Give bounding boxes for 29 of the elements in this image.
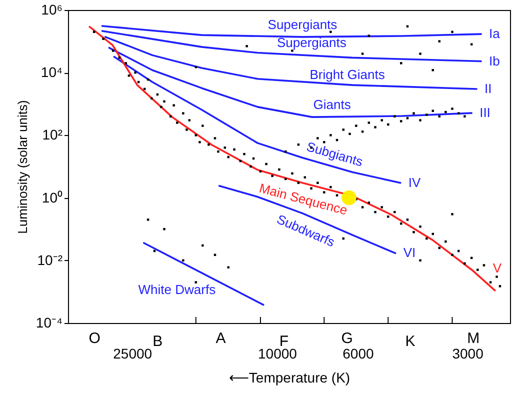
series-label: Supergiants [268, 16, 338, 32]
y-tick-label: 10⁻² [37, 252, 63, 268]
series-label: Giants [313, 97, 352, 112]
annotation: Ib [489, 53, 500, 68]
annotation: III [480, 105, 490, 120]
text: O [88, 330, 100, 347]
text: B [152, 333, 163, 350]
series-label: Bright Giants [310, 67, 386, 82]
y-tick-label: 10⁴ [40, 64, 62, 80]
x-axis-title: ⟵Temperature (K) [228, 370, 350, 386]
text: G [341, 330, 353, 347]
x-tick-label: 25000 [113, 346, 152, 362]
series-label: Supergiants [276, 34, 347, 50]
text: K [405, 333, 416, 350]
annotation: IV [408, 174, 422, 190]
annotation: VI [403, 245, 416, 260]
text: A [216, 330, 226, 347]
series-label: White Dwarfs [138, 282, 216, 297]
x-tick-label: 3000 [452, 346, 484, 362]
y-tick-label: 10⁰ [42, 189, 62, 206]
y-tick-label: 10⁻⁴ [36, 314, 62, 330]
annotation: Ia [489, 26, 501, 42]
annotation: V [492, 260, 502, 276]
x-tick-label: 6000 [342, 346, 374, 362]
y-tick-label: 10² [42, 126, 63, 143]
text: M [467, 330, 480, 347]
y-axis-title: Luminosity (solar units) [14, 100, 30, 234]
annotation: II [484, 80, 492, 96]
y-tick-label: 10⁶ [41, 2, 62, 18]
